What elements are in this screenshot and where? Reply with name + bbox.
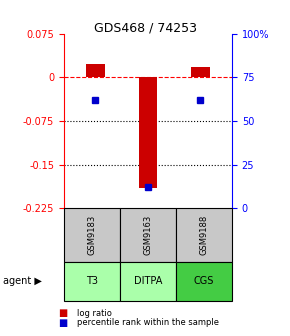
- Text: GDS468 / 74253: GDS468 / 74253: [93, 22, 197, 35]
- Text: percentile rank within the sample: percentile rank within the sample: [77, 318, 219, 327]
- Bar: [86, 65, 104, 77]
- Bar: [191, 67, 210, 77]
- Text: CGS: CGS: [194, 277, 214, 286]
- Text: GSM9183: GSM9183: [87, 215, 96, 255]
- Text: DITPA: DITPA: [134, 277, 162, 286]
- Text: agent ▶: agent ▶: [3, 277, 42, 286]
- Bar: [139, 77, 157, 188]
- Text: T3: T3: [86, 277, 98, 286]
- Text: GSM9188: GSM9188: [200, 215, 209, 255]
- Text: ■: ■: [58, 308, 67, 318]
- Text: log ratio: log ratio: [77, 309, 112, 318]
- Text: GSM9163: GSM9163: [143, 215, 153, 255]
- Text: ■: ■: [58, 318, 67, 328]
